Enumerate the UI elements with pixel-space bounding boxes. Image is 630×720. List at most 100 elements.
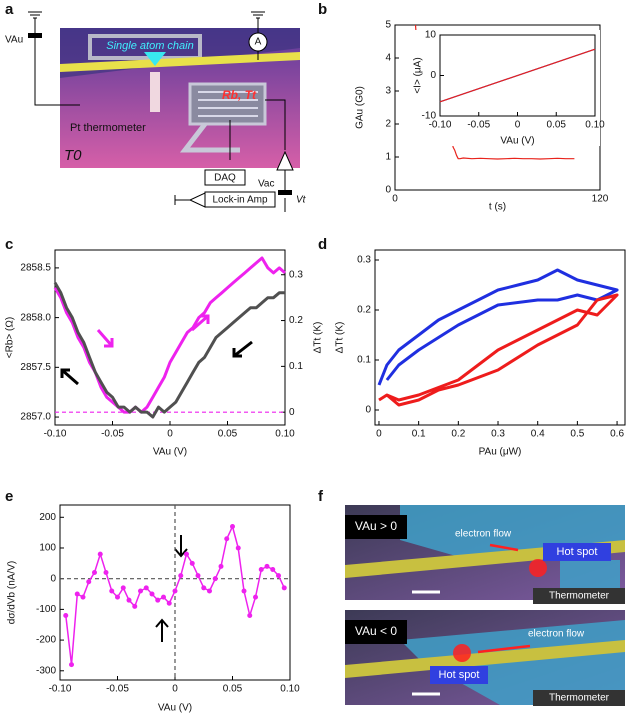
y-axis-label: GAu (G0) [355,86,366,129]
y-tick-label: -200 [36,635,56,646]
data-point [80,594,86,600]
condition-label: VAu < 0 [355,624,397,638]
x-tick-label: -0.05 [467,120,490,131]
y2-tick-label: 0.1 [289,361,303,372]
y-tick-label: 0 [430,70,436,81]
data-point [207,588,212,594]
inset-background [405,30,600,146]
y-tick-label: 200 [39,512,56,523]
y-axis-label: <Rb> (Ω) [5,317,16,358]
x-tick-label: 0.10 [275,429,295,440]
voltage-label: VAu [5,35,23,46]
x-tick-label: 0.10 [280,684,300,695]
y-tick-label: 0 [365,405,371,416]
x-tick-label: 0.1 [412,429,426,440]
y-tick-label: -300 [36,665,56,676]
data-point [270,566,276,572]
data-line [378,293,619,407]
x-axis-label: PAu (μW) [479,447,522,458]
data-point [166,600,172,606]
x-tick-label: 0 [392,194,398,205]
y-tick-label: 4 [385,53,391,64]
y2-axis-label: ΔTt (K) [313,322,324,354]
x-axis-label: VAu (V) [153,447,187,458]
data-point [97,551,103,557]
data-point [126,597,132,603]
y-tick-label: -100 [36,604,56,615]
y-tick-label: 0 [50,573,56,584]
data-point [74,591,80,597]
x-tick-label: 0.2 [451,429,465,440]
data-point [258,566,264,572]
data-point [235,545,241,551]
plot-frame [374,249,626,426]
data-point [92,570,97,576]
data-point [247,613,253,619]
y2-tick-label: 0.2 [289,315,303,326]
x-tick-label: 0 [515,120,521,131]
data-point [230,523,235,529]
data-point [109,588,115,594]
data-point [132,603,138,609]
x-tick-label: 0.05 [223,684,243,695]
data-point [69,662,74,668]
hot-spot-label: Hot spot [557,546,598,558]
y-tick-label: 0.1 [357,355,371,366]
y-axis-label: ΔTt (K) [335,322,346,354]
panel-label: f [318,488,324,505]
y-tick-label: 2 [385,119,391,130]
data-point [189,560,195,566]
data-point [201,585,207,591]
data-point [120,585,126,591]
device-schematic [28,11,300,212]
y-tick-label: 100 [39,543,56,554]
x-tick-label: -0.05 [101,429,124,440]
x-tick-label: 0.05 [547,120,567,131]
data-point [138,588,143,594]
data-point [218,563,224,569]
x-tick-label: 0.10 [585,120,605,131]
data-point [172,588,178,594]
panel-label: a [5,1,14,18]
y-axis-label: <I> (μA) [413,57,424,93]
sample-label: Rb, Tt [222,88,257,102]
hot-spot-label: Hot spot [439,669,480,681]
data-point [195,573,201,579]
data-point [184,551,189,557]
x-tick-label: 0 [376,429,382,440]
y-tick-label: 0 [385,185,391,196]
annotation-arrows [60,314,253,642]
y-tick-label: 0.3 [357,255,371,266]
data-point [212,576,218,582]
lockin-label: Lock-in Amp [212,195,267,206]
panel-label: d [318,236,327,253]
data-point [155,597,161,603]
data-line [439,48,596,103]
x-tick-label: 0.3 [491,429,505,440]
x-tick-label: 0.6 [610,429,624,440]
data-point [86,579,92,585]
data-line [53,282,285,419]
x-tick-label: -0.10 [429,120,452,131]
data-line [53,256,286,414]
y-tick-label: 2857.0 [20,412,51,423]
y2-tick-label: 0 [289,407,295,418]
data-point [224,536,230,542]
sem-images [345,505,625,706]
t0-label: T0 [64,147,82,164]
panel-label: c [5,236,13,253]
data-point [241,588,247,594]
y-tick-label: 2858.5 [20,263,51,274]
data-point [161,594,166,600]
y-tick-label: 2857.5 [20,362,51,373]
x-tick-label: 0.5 [570,429,584,440]
y-tick-label: 5 [385,20,391,31]
x-tick-label: -0.10 [49,684,72,695]
x-axis-label: VAu (V) [158,703,192,714]
y-tick-label: 0.2 [357,305,371,316]
vac-label: Vac [258,179,275,190]
x-tick-label: 0.05 [218,429,238,440]
panel-label: b [318,1,327,18]
x-axis-label: VAu (V) [500,136,534,147]
